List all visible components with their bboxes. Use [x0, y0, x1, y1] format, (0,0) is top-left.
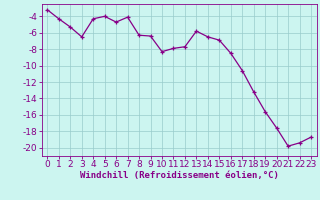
X-axis label: Windchill (Refroidissement éolien,°C): Windchill (Refroidissement éolien,°C): [80, 171, 279, 180]
